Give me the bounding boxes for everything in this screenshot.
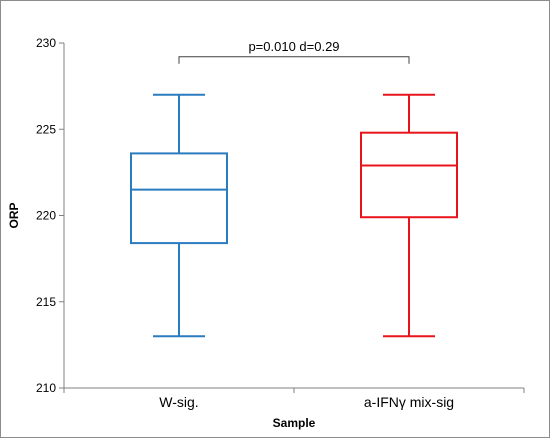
axes — [63, 43, 524, 389]
significance-annotation: p=0.010 d=0.29 — [178, 39, 410, 64]
y-ticks: 210 215 220 225 230 — [36, 36, 64, 395]
box-2 — [360, 93, 458, 338]
y-tick-label: 215 — [36, 295, 56, 309]
box-1 — [130, 93, 228, 338]
y-tick-label: 220 — [36, 209, 56, 223]
significance-bracket — [178, 56, 410, 64]
boxes — [130, 93, 458, 338]
iqr-box — [360, 131, 458, 219]
iqr-box — [130, 152, 228, 245]
x-category-label: a-IFNγ mix-sig — [364, 394, 454, 410]
x-ticks: W-sig. a-IFNγ mix-sig — [63, 388, 525, 410]
y-tick-label: 225 — [36, 122, 56, 136]
y-axis-title: ORP — [7, 202, 21, 228]
x-axis-title: Sample — [273, 416, 316, 430]
x-category-label: W-sig. — [159, 394, 198, 410]
y-tick-label: 210 — [36, 381, 56, 395]
significance-label: p=0.010 d=0.29 — [248, 39, 339, 54]
y-tick-label: 230 — [36, 36, 56, 50]
